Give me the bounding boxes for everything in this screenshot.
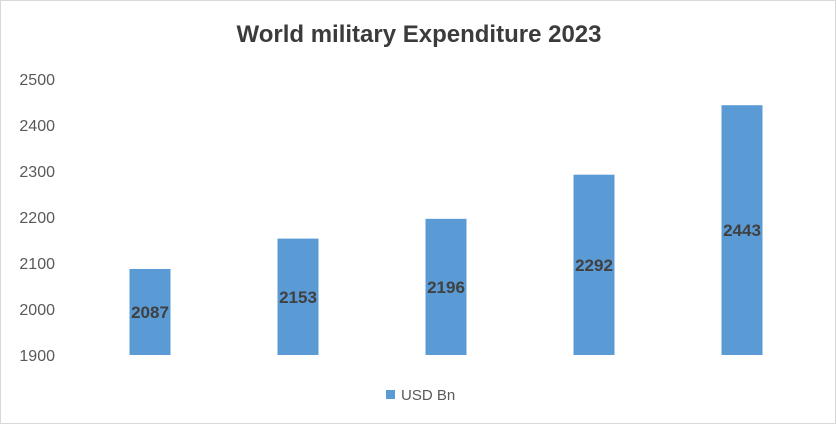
bar-data-label: 2196 bbox=[427, 278, 465, 297]
y-tick-label: 1900 bbox=[19, 348, 55, 365]
y-tick-label: 2100 bbox=[19, 256, 55, 273]
y-tick-label: 2300 bbox=[19, 164, 55, 181]
bar bbox=[721, 105, 763, 355]
legend: USD Bn bbox=[386, 387, 455, 404]
data-labels-group: 2087 2153 2196 2292 2443 bbox=[131, 221, 761, 322]
chart-title: World military Expenditure 2023 bbox=[236, 21, 601, 48]
y-tick-label: 2400 bbox=[19, 118, 55, 135]
bar-data-label: 2292 bbox=[575, 256, 613, 275]
bar bbox=[425, 218, 467, 355]
y-tick-label: 2200 bbox=[19, 210, 55, 227]
bar bbox=[277, 238, 319, 355]
y-axis: 1900 2000 2100 2200 2300 2400 2500 bbox=[19, 72, 55, 365]
bar-data-label: 2153 bbox=[279, 288, 317, 307]
bars-group bbox=[129, 105, 763, 355]
bar-data-label: 2443 bbox=[723, 221, 761, 240]
y-tick-label: 2500 bbox=[19, 72, 55, 89]
y-tick-label: 2000 bbox=[19, 302, 55, 319]
bar-data-label: 2087 bbox=[131, 303, 169, 322]
legend-label: USD Bn bbox=[401, 387, 455, 404]
legend-swatch bbox=[386, 390, 395, 399]
bar bbox=[129, 268, 171, 355]
bar bbox=[573, 174, 615, 355]
